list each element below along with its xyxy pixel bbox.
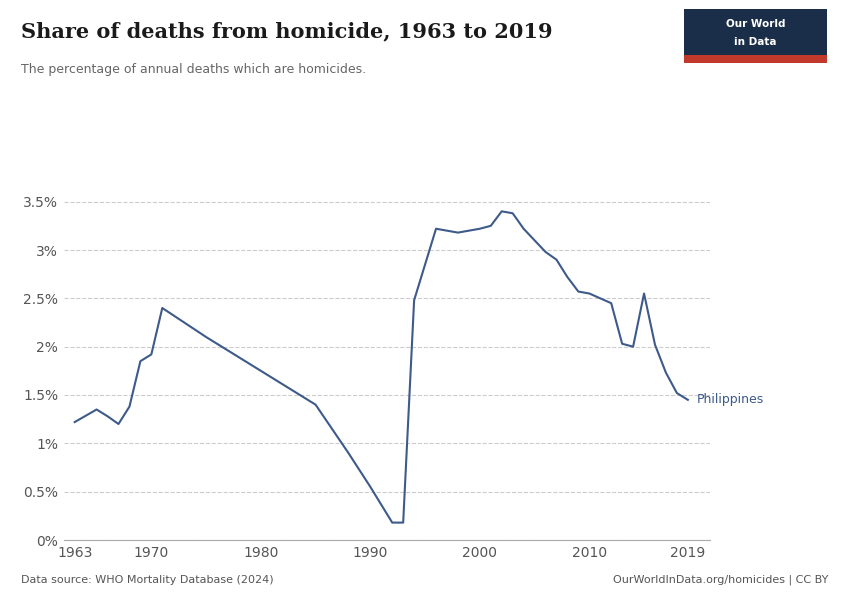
Text: in Data: in Data <box>734 37 777 47</box>
Text: Share of deaths from homicide, 1963 to 2019: Share of deaths from homicide, 1963 to 2… <box>21 21 552 41</box>
Text: Data source: WHO Mortality Database (2024): Data source: WHO Mortality Database (202… <box>21 575 274 585</box>
Text: Our World: Our World <box>726 19 785 29</box>
Text: OurWorldInData.org/homicides | CC BY: OurWorldInData.org/homicides | CC BY <box>614 575 829 585</box>
Text: Philippines: Philippines <box>697 394 764 406</box>
Text: The percentage of annual deaths which are homicides.: The percentage of annual deaths which ar… <box>21 63 366 76</box>
